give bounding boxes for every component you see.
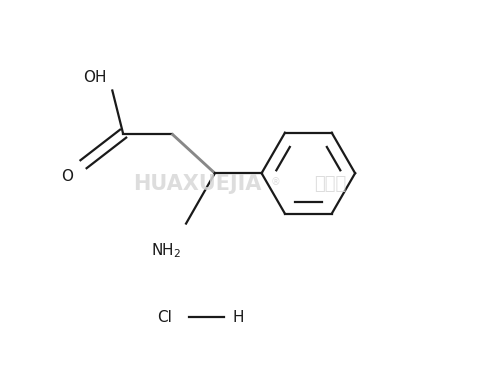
Text: 化学加: 化学加 (314, 175, 346, 193)
Text: O: O (61, 169, 73, 184)
Text: ®: ® (271, 177, 281, 187)
Text: H: H (233, 309, 244, 325)
Text: Cl: Cl (157, 309, 172, 325)
Text: HUAXUEJIA: HUAXUEJIA (132, 174, 261, 194)
Text: NH$_2$: NH$_2$ (151, 241, 181, 260)
Text: OH: OH (84, 70, 107, 85)
